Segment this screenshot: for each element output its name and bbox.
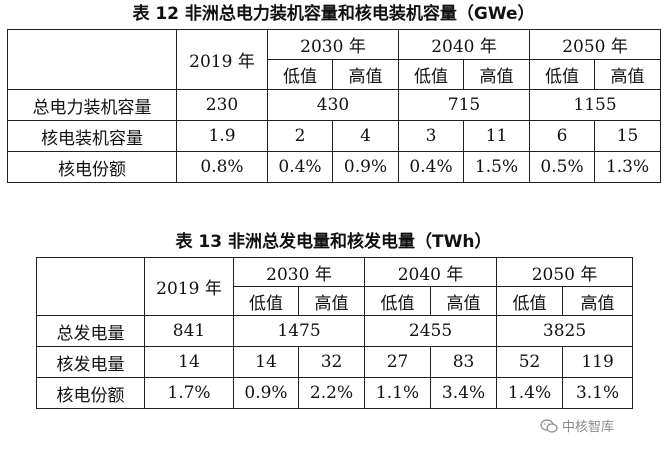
table-cell: 2455	[364, 315, 498, 347]
table-cell: 2	[267, 120, 333, 152]
table13: 2019 年 2030 年 2040 年 2050 年 低值 高值 低值 高值 …	[36, 257, 634, 409]
table12-header-2040: 2040 年	[398, 29, 531, 60]
row-label: 总电力装机容量	[7, 89, 177, 121]
table12: 2019 年 2030 年 2040 年 2050 年 低值 高值 低值 高值 …	[7, 29, 662, 183]
wechat-icon	[540, 418, 558, 433]
table-cell: 27	[364, 346, 432, 378]
table-row: 总电力装机容量 230 430 715 1155	[7, 89, 662, 121]
row-label: 核电份额	[7, 151, 177, 183]
table13-caption: 表 13 非洲总发电量和核发电量（TWh）	[175, 232, 492, 252]
table-cell: 1.7%	[144, 377, 234, 409]
table12-header-2030: 2030 年	[266, 29, 400, 60]
table-cell: 430	[266, 89, 400, 121]
table-cell: 0.9%	[233, 377, 299, 409]
table-cell: 6	[529, 120, 596, 152]
table-cell: 0.9%	[331, 151, 400, 183]
table-cell: 0.4%	[267, 151, 333, 183]
table-cell: 11	[463, 120, 531, 152]
table13-corner-cell	[36, 257, 145, 316]
row-label: 核电装机容量	[7, 120, 177, 152]
table12-header-row: 2019 年 2030 年 2040 年 2050 年	[7, 29, 662, 90]
row-label: 核发电量	[36, 346, 145, 378]
table13-subheader-row: 低值 高值 低值 高值 低值 高值	[37, 286, 634, 316]
table-cell: 1.1%	[364, 377, 432, 409]
table-cell: 715	[398, 89, 531, 121]
table13-header-2050: 2050 年	[496, 257, 634, 287]
watermark-text: 中核智库	[562, 420, 615, 435]
table13-high-2040: 高值	[430, 286, 498, 316]
table12-header-2019: 2019 年	[176, 29, 268, 90]
table-cell: 83	[430, 346, 498, 378]
table-cell: 119	[562, 346, 634, 378]
table-row: 核电装机容量 1.9 2 4 3 11 6 15	[7, 120, 662, 152]
table-cell: 1.9	[176, 120, 268, 152]
table-cell: 3.4%	[430, 377, 498, 409]
table-cell: 1.5%	[463, 151, 531, 183]
row-label: 核电份额	[36, 377, 145, 409]
table-cell: 4	[331, 120, 400, 152]
table12-subheader-row: 低值 高值 低值 高值 低值 高值	[8, 59, 662, 90]
table12-low-2040: 低值	[398, 59, 465, 90]
table12-corner-cell	[7, 29, 177, 90]
table13-header-2030: 2030 年	[232, 257, 366, 287]
table-cell: 1155	[529, 89, 662, 121]
table13-high-2050: 高值	[562, 286, 634, 316]
table12-low-2050: 低值	[529, 59, 596, 90]
table-cell: 3825	[496, 315, 634, 347]
table13-header-row: 2019 年 2030 年 2040 年 2050 年	[36, 257, 634, 316]
table-cell: 14	[144, 346, 234, 378]
table12-header-2050: 2050 年	[529, 29, 662, 60]
table-cell: 3	[398, 120, 465, 152]
table-cell: 1475	[232, 315, 366, 347]
table-cell: 0.5%	[529, 151, 596, 183]
table12-high-2040: 高值	[463, 59, 531, 90]
table12-high-2050: 高值	[594, 59, 662, 90]
table-cell: 2.2%	[297, 377, 366, 409]
table-cell: 230	[176, 89, 268, 121]
table-cell: 52	[496, 346, 564, 378]
table13-header-2040: 2040 年	[364, 257, 498, 287]
table-row: 核发电量 14 14 32 27 83 52 119	[36, 346, 634, 378]
table-cell: 14	[233, 346, 299, 378]
row-label: 总发电量	[36, 315, 145, 347]
table-cell: 15	[594, 120, 662, 152]
table-cell: 1.3%	[594, 151, 662, 183]
table-cell: 32	[297, 346, 366, 378]
table-row: 总发电量 841 1475 2455 3825	[36, 315, 634, 347]
table13-high-2030: 高值	[297, 286, 366, 316]
watermark: 中核智库	[540, 416, 614, 435]
table13-header-2019: 2019 年	[144, 257, 234, 316]
table12-caption: 表 12 非洲总电力装机容量和核电装机容量（GWe）	[132, 4, 535, 24]
table-row: 核电份额 0.8% 0.4% 0.9% 0.4% 1.5% 0.5% 1.3%	[7, 151, 662, 183]
table-row: 核电份额 1.7% 0.9% 2.2% 1.1% 3.4% 1.4% 3.1%	[36, 377, 634, 409]
table-cell: 1.4%	[496, 377, 564, 409]
table12-low-2030: 低值	[267, 59, 333, 90]
table-cell: 3.1%	[562, 377, 634, 409]
table13-low-2040: 低值	[364, 286, 432, 316]
table-cell: 841	[144, 315, 234, 347]
table-cell: 0.4%	[398, 151, 465, 183]
table12-high-2030: 高值	[331, 59, 400, 90]
table13-low-2050: 低值	[496, 286, 564, 316]
table-cell: 0.8%	[176, 151, 268, 183]
table13-low-2030: 低值	[233, 286, 299, 316]
